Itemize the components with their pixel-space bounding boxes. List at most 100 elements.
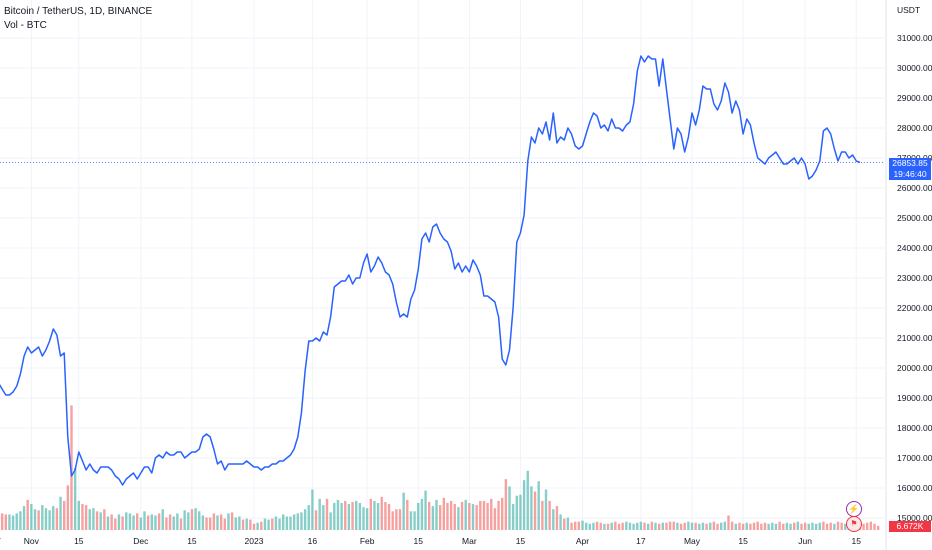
- volume-bar: [282, 514, 285, 530]
- volume-bar: [143, 511, 146, 530]
- volume-bar: [541, 500, 544, 530]
- volume-bar: [442, 497, 445, 530]
- volume-bar: [355, 500, 358, 530]
- volume-bar: [216, 515, 219, 530]
- volume-bar: [172, 516, 175, 530]
- volume-bar: [285, 516, 289, 530]
- x-tick-label: Mar: [462, 536, 477, 546]
- volume-bar: [110, 514, 113, 530]
- y-tick-label: 20000.00: [897, 363, 932, 373]
- x-tick-label: Dec: [133, 536, 149, 546]
- volume-bar: [464, 499, 467, 530]
- volume-bar: [314, 510, 318, 530]
- volume-bar: [168, 514, 172, 530]
- volume-bar: [668, 521, 672, 530]
- volume-bar: [194, 508, 197, 530]
- volume-bar: [311, 489, 314, 530]
- volume-bar: [862, 523, 865, 530]
- volume-bar: [398, 509, 402, 530]
- volume-bar: [577, 521, 581, 530]
- volume-bar: [515, 495, 518, 530]
- volume-bar: [789, 523, 792, 530]
- volume-bar: [373, 500, 376, 530]
- volume-bar: [599, 522, 602, 530]
- y-tick-label: 25000.00: [897, 213, 932, 223]
- volume-bar: [402, 492, 405, 530]
- y-tick-label: 17000.00: [897, 453, 932, 463]
- volume-bar: [296, 513, 299, 530]
- volume-bar: [581, 520, 584, 530]
- price-line: [0, 55, 861, 486]
- volume-bar: [690, 522, 694, 530]
- volume-bar: [205, 517, 208, 530]
- volume-bar: [165, 517, 168, 530]
- volume-bar: [709, 522, 712, 530]
- volume-bar: [504, 479, 508, 530]
- x-tick-label: 15: [516, 536, 526, 546]
- volume-bar: [161, 509, 164, 530]
- volume-bar: [752, 522, 756, 530]
- volume-bar: [453, 504, 456, 530]
- x-tick-label: 15: [852, 536, 862, 546]
- x-tick-label: 2023: [245, 536, 264, 546]
- volume-bar: [274, 516, 278, 530]
- volume-bar: [665, 522, 668, 530]
- volume-bar: [37, 510, 40, 530]
- volume-bar: [307, 505, 310, 530]
- volume-bar: [435, 499, 438, 530]
- volume-bar: [449, 500, 453, 530]
- volume-bar: [263, 518, 267, 530]
- volume-bar: [723, 521, 727, 530]
- volume-bar: [209, 517, 212, 530]
- volume-bar: [508, 486, 511, 530]
- volume-bar: [106, 516, 110, 530]
- volume-bar: [796, 521, 800, 530]
- volume-bar: [66, 485, 70, 530]
- volume-bar: [395, 509, 398, 530]
- volume-bar: [552, 509, 555, 530]
- volume-bar: [475, 505, 478, 530]
- volume-bar: [157, 513, 161, 530]
- volume-bar: [825, 523, 829, 530]
- volume-bar: [234, 517, 237, 530]
- volume-bar: [223, 518, 226, 530]
- volume-value-badge: 6.672K: [889, 521, 931, 532]
- volume-bar: [643, 522, 646, 530]
- volume-legend: Vol - BTC: [4, 20, 47, 31]
- volume-bar: [694, 522, 697, 530]
- volume-bar: [260, 521, 263, 530]
- volume-bar: [533, 491, 537, 530]
- volume-bar: [424, 490, 427, 530]
- volume-bar: [11, 515, 15, 530]
- volume-bar: [661, 522, 664, 530]
- volume-bar: [730, 521, 734, 530]
- x-tick-label: Apr: [576, 536, 589, 546]
- volume-bar: [836, 521, 840, 530]
- volume-bar: [73, 467, 77, 530]
- volume-bar: [588, 523, 591, 530]
- volume-bar: [522, 480, 526, 530]
- volume-bar: [303, 509, 307, 530]
- volume-bar: [351, 501, 354, 530]
- volume-bar: [387, 504, 391, 530]
- volume-bar: [190, 509, 194, 530]
- volume-bar: [84, 505, 88, 530]
- volume-bar: [336, 499, 340, 530]
- lightning-icon[interactable]: ⚡: [846, 501, 862, 517]
- volume-bar: [712, 521, 716, 530]
- y-tick-label: 18000.00: [897, 423, 932, 433]
- volume-bar: [785, 522, 789, 530]
- volume-bar: [745, 522, 748, 530]
- volume-bar: [800, 523, 803, 530]
- volume-bar: [570, 522, 573, 530]
- volume-bar: [329, 512, 332, 530]
- volume-bar: [406, 499, 409, 530]
- volume-bar: [179, 518, 183, 530]
- us-flag-icon[interactable]: ⚑: [846, 516, 862, 532]
- volume-bar: [241, 519, 245, 530]
- volume-bar: [125, 512, 128, 530]
- volume-bar: [756, 521, 759, 530]
- x-tick-label: 15: [187, 536, 197, 546]
- volume-bar: [48, 510, 51, 530]
